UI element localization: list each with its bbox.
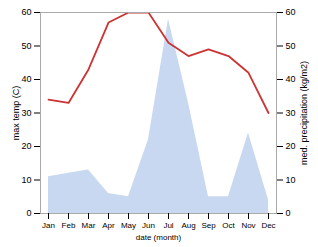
- svg-text:10: 10: [286, 175, 296, 185]
- svg-text:0: 0: [26, 208, 31, 218]
- svg-text:Oct: Oct: [222, 221, 235, 230]
- svg-text:Jan: Jan: [42, 221, 55, 230]
- svg-text:60: 60: [21, 7, 31, 17]
- svg-text:med. precipitation (kg/m2): med. precipitation (kg/m2): [299, 61, 309, 165]
- svg-text:50: 50: [286, 41, 296, 51]
- svg-text:10: 10: [21, 175, 31, 185]
- svg-text:20: 20: [21, 141, 31, 151]
- svg-text:50: 50: [21, 41, 31, 51]
- svg-text:20: 20: [286, 141, 296, 151]
- svg-text:date (month): date (month): [136, 233, 182, 242]
- svg-text:60: 60: [286, 7, 296, 17]
- svg-text:Jul: Jul: [163, 221, 173, 230]
- svg-text:40: 40: [21, 74, 31, 84]
- svg-text:40: 40: [286, 74, 296, 84]
- svg-text:May: May: [121, 221, 136, 230]
- svg-text:Mar: Mar: [82, 221, 96, 230]
- svg-text:Aug: Aug: [181, 221, 195, 230]
- svg-text:Jun: Jun: [142, 221, 155, 230]
- svg-text:Nov: Nov: [241, 221, 255, 230]
- svg-text:30: 30: [21, 108, 31, 118]
- svg-text:Feb: Feb: [62, 221, 76, 230]
- svg-text:30: 30: [286, 108, 296, 118]
- svg-text:Apr: Apr: [102, 221, 115, 230]
- svg-text:Sep: Sep: [201, 221, 216, 230]
- svg-text:0: 0: [286, 208, 291, 218]
- svg-text:Dec: Dec: [261, 221, 275, 230]
- svg-text:max temp (C): max temp (C): [11, 86, 21, 141]
